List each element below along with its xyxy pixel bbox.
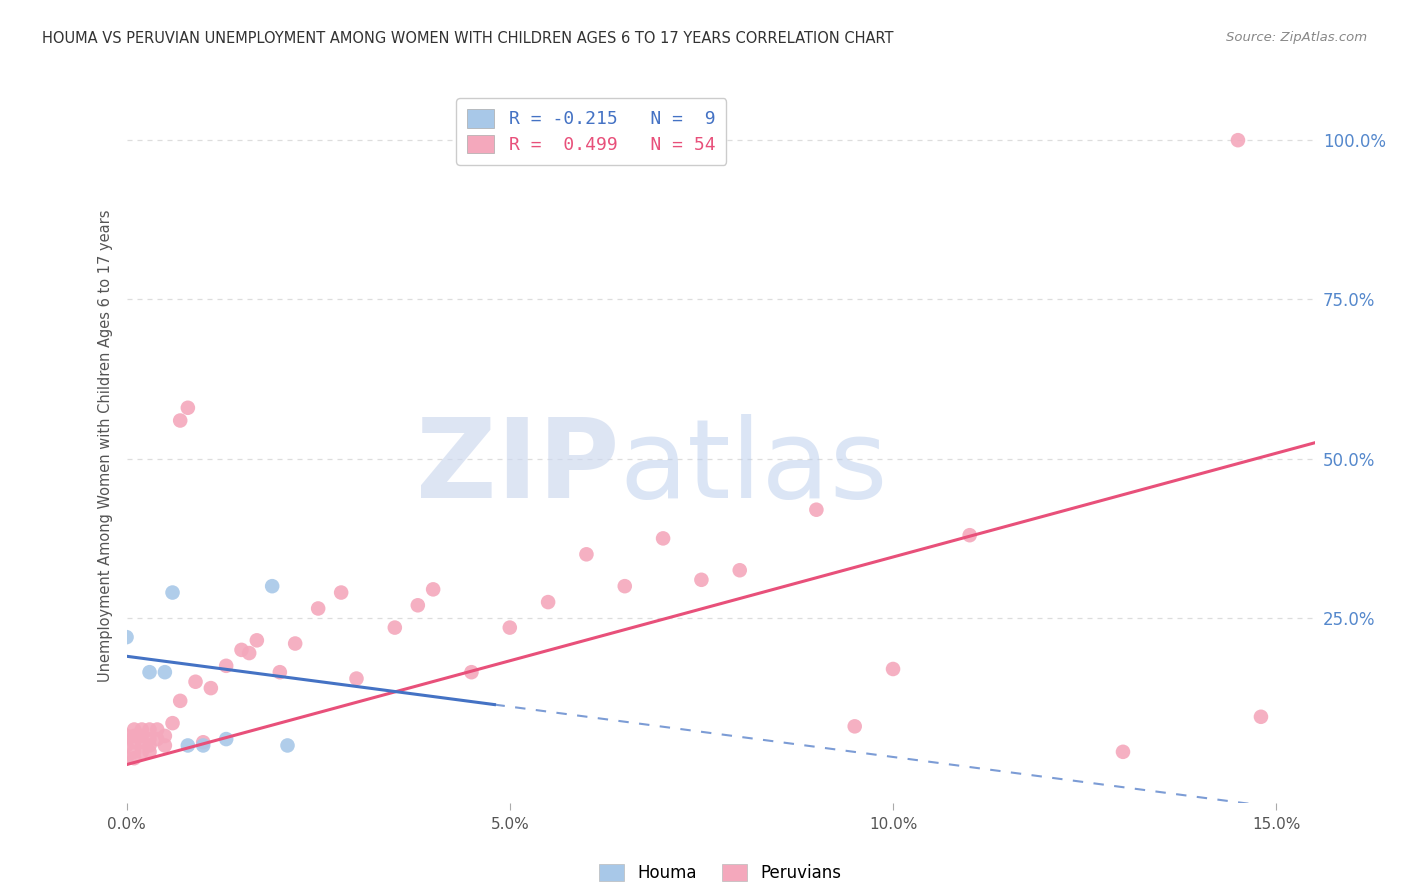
Point — [153, 739, 176, 753]
Point — [882, 662, 904, 676]
Point — [177, 739, 200, 753]
Point — [330, 585, 353, 599]
Point — [146, 723, 169, 737]
Point — [346, 672, 368, 686]
Point — [246, 633, 269, 648]
Point — [122, 723, 145, 737]
Point — [1112, 745, 1135, 759]
Point — [131, 735, 153, 749]
Point — [115, 729, 138, 743]
Point — [138, 739, 160, 753]
Point — [122, 751, 145, 765]
Point — [1250, 710, 1272, 724]
Point — [575, 547, 598, 561]
Point — [238, 646, 260, 660]
Point — [153, 729, 176, 743]
Point — [269, 665, 291, 680]
Point — [193, 739, 215, 753]
Point — [115, 751, 138, 765]
Point — [169, 413, 191, 427]
Point — [122, 735, 145, 749]
Point — [169, 694, 191, 708]
Point — [499, 621, 522, 635]
Point — [146, 732, 169, 747]
Point — [131, 723, 153, 737]
Point — [138, 665, 160, 680]
Point — [284, 636, 307, 650]
Point — [728, 563, 751, 577]
Y-axis label: Unemployment Among Women with Children Ages 6 to 17 years: Unemployment Among Women with Children A… — [97, 210, 112, 682]
Point — [162, 716, 184, 731]
Point — [200, 681, 222, 695]
Point — [122, 729, 145, 743]
Point — [138, 745, 160, 759]
Point — [613, 579, 636, 593]
Point — [138, 723, 160, 737]
Point — [406, 599, 429, 613]
Text: ZIP: ZIP — [416, 414, 620, 521]
Point — [131, 745, 153, 759]
Point — [537, 595, 560, 609]
Point — [153, 665, 176, 680]
Point — [115, 739, 138, 753]
Point — [122, 745, 145, 759]
Point — [690, 573, 713, 587]
Legend: Houma, Peruvians: Houma, Peruvians — [593, 857, 848, 889]
Point — [215, 732, 238, 747]
Point — [276, 739, 298, 753]
Point — [231, 643, 253, 657]
Point — [959, 528, 981, 542]
Point — [115, 630, 138, 644]
Point — [806, 502, 828, 516]
Point — [1226, 133, 1249, 147]
Point — [422, 582, 444, 597]
Text: atlas: atlas — [620, 414, 889, 521]
Point — [384, 621, 406, 635]
Point — [307, 601, 329, 615]
Point — [131, 729, 153, 743]
Point — [184, 674, 207, 689]
Point — [262, 579, 284, 593]
Point — [215, 658, 238, 673]
Point — [138, 732, 160, 747]
Point — [162, 585, 184, 599]
Point — [460, 665, 482, 680]
Text: Source: ZipAtlas.com: Source: ZipAtlas.com — [1226, 31, 1367, 45]
Point — [652, 532, 675, 546]
Point — [193, 735, 215, 749]
Point — [177, 401, 200, 415]
Point — [844, 719, 866, 733]
Text: HOUMA VS PERUVIAN UNEMPLOYMENT AMONG WOMEN WITH CHILDREN AGES 6 TO 17 YEARS CORR: HOUMA VS PERUVIAN UNEMPLOYMENT AMONG WOM… — [42, 31, 894, 46]
